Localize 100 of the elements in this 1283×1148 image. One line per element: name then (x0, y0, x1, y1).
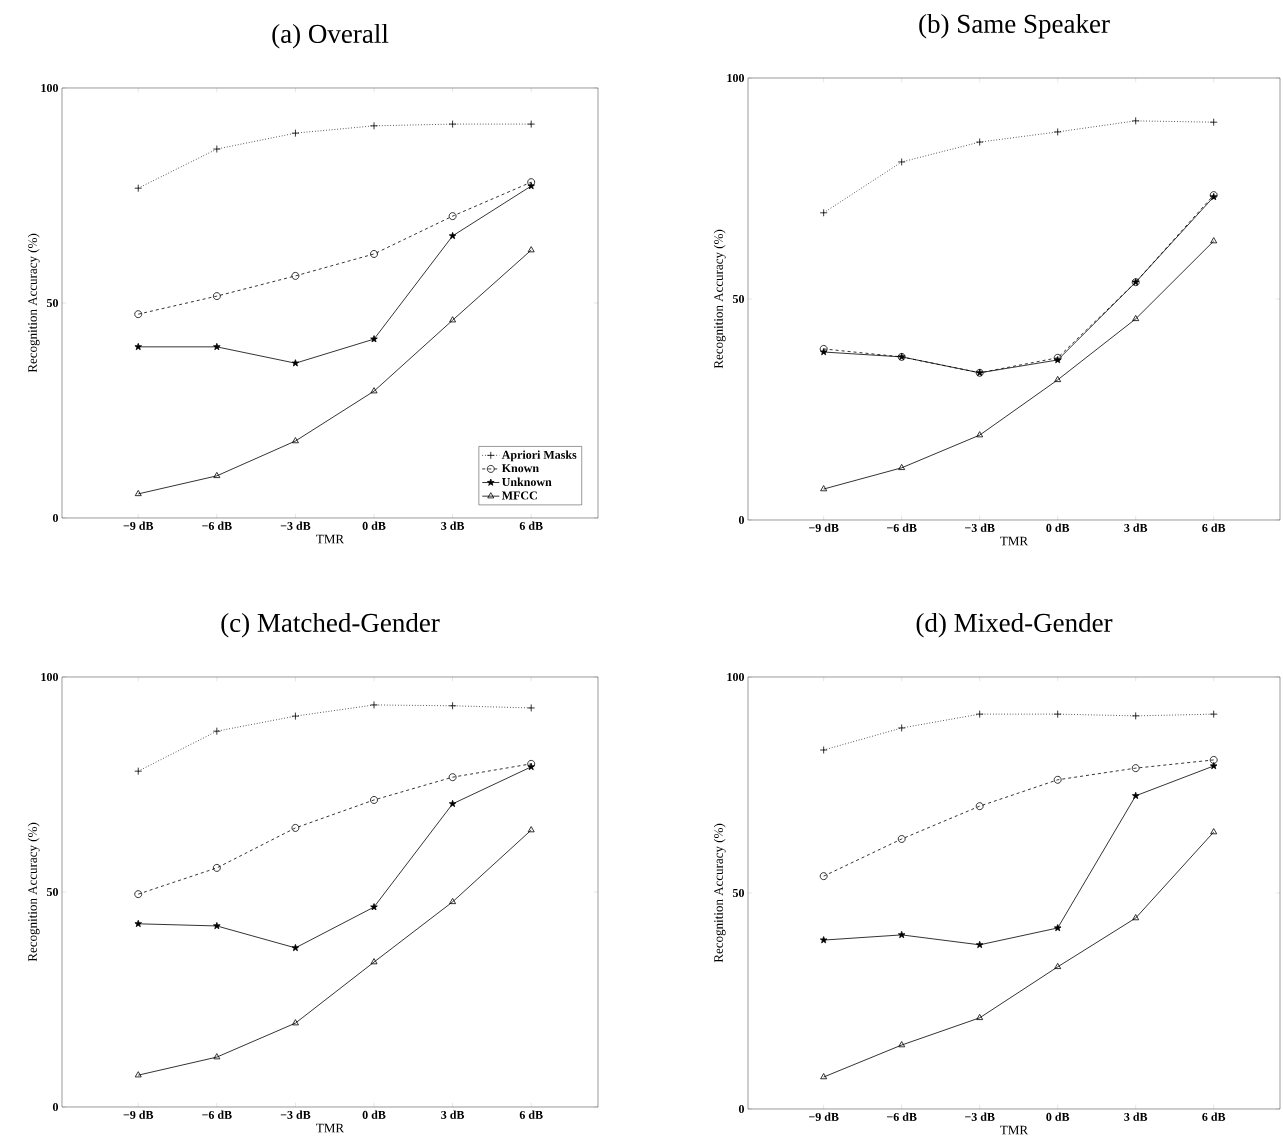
point (291, 1019, 299, 1026)
point (1053, 924, 1062, 932)
point (448, 232, 457, 240)
point (1053, 710, 1062, 719)
x-tick-label: −3 dB (280, 1110, 311, 1119)
point (819, 746, 828, 754)
x-tick-label: 6 dB (519, 1110, 543, 1119)
point (1054, 375, 1062, 383)
legend-label: Known (501, 464, 539, 473)
y-tick-label: 0 (738, 515, 745, 525)
x-tick-label: −9 dB (123, 521, 154, 530)
point (1131, 711, 1140, 720)
point (1053, 128, 1062, 136)
x-tick-label: 0 dB (1046, 523, 1070, 532)
x-tick-label: 3 dB (1124, 523, 1148, 532)
point (1210, 828, 1218, 835)
point (134, 342, 142, 351)
point (527, 182, 535, 190)
y-tick-label: 50 (46, 298, 59, 308)
point (448, 799, 457, 808)
point (291, 824, 300, 832)
point (291, 359, 300, 367)
point (975, 802, 984, 811)
point (976, 1013, 984, 1020)
point (370, 701, 378, 709)
point (975, 940, 984, 949)
y-tick-label: 100 (727, 672, 745, 682)
x-axis-title: TMR (316, 534, 345, 544)
point (898, 463, 906, 470)
x-tick-label: 3 dB (1124, 1112, 1148, 1121)
point (213, 922, 221, 930)
x-axis-title: TMR (1000, 1125, 1029, 1135)
x-tick-label: −9 dB (809, 523, 839, 532)
point (976, 431, 984, 438)
point (449, 897, 457, 905)
chart-title: (b) Same Speaker (919, 13, 1110, 39)
legend-label: Apriori Masks (501, 450, 577, 462)
point (527, 704, 536, 712)
x-tick-label: −6 dB (202, 521, 232, 530)
point (527, 120, 536, 128)
y-tick-label: 0 (52, 513, 59, 523)
point (370, 903, 378, 911)
point (1053, 775, 1062, 784)
point (819, 872, 828, 881)
chart-title: (a) Overall (272, 23, 389, 49)
point (213, 471, 221, 478)
point (134, 767, 143, 776)
point (897, 835, 906, 843)
x-tick-label: 3 dB (441, 521, 465, 530)
point (291, 129, 300, 138)
point (370, 387, 378, 394)
point (213, 342, 221, 351)
x-tick-label: −6 dB (887, 523, 917, 532)
point (448, 701, 457, 710)
x-tick-label: −6 dB (202, 1110, 232, 1119)
point (370, 796, 378, 804)
y-axis-title: Recognition Accuracy (%) (713, 229, 726, 369)
point (1131, 116, 1140, 125)
x-tick-label: −3 dB (280, 521, 311, 530)
point (134, 890, 143, 899)
x-tick-label: −3 dB (965, 1112, 995, 1121)
point (819, 936, 828, 944)
point (449, 316, 457, 323)
x-tick-label: 6 dB (1202, 1112, 1226, 1121)
y-axis-title: Recognition Accuracy (%) (27, 233, 40, 373)
point (975, 710, 984, 719)
point (134, 490, 142, 497)
point (212, 145, 221, 153)
point (527, 246, 535, 253)
x-axis-title: TMR (1000, 536, 1029, 546)
chart-title: (d) Mixed-Gender (916, 612, 1113, 638)
point (1132, 314, 1140, 322)
point (370, 958, 378, 965)
point (134, 184, 143, 193)
x-tick-label: −9 dB (123, 1110, 154, 1119)
x-tick-label: 6 dB (519, 521, 543, 530)
y-tick-label: 100 (41, 672, 59, 682)
point (820, 485, 828, 492)
point (134, 310, 143, 319)
x-tick-label: 3 dB (441, 1110, 465, 1119)
point (212, 727, 221, 736)
point (212, 864, 221, 872)
y-tick-label: 50 (732, 888, 745, 898)
x-tick-label: 0 dB (362, 521, 386, 530)
chart-title: (c) Matched-Gender (221, 612, 440, 638)
point (975, 138, 984, 146)
x-tick-label: 6 dB (1202, 523, 1226, 532)
x-tick-label: −3 dB (965, 523, 995, 532)
legend-label: Unknown (502, 477, 552, 487)
point (1132, 914, 1140, 921)
point (213, 1053, 221, 1060)
point (898, 1041, 906, 1048)
x-tick-label: 0 dB (1046, 1112, 1070, 1121)
point (820, 1073, 828, 1080)
y-tick-label: 50 (46, 887, 59, 897)
point (897, 724, 906, 732)
point (291, 712, 300, 721)
point (448, 120, 457, 128)
y-tick-label: 0 (738, 1104, 745, 1114)
point (370, 121, 378, 130)
